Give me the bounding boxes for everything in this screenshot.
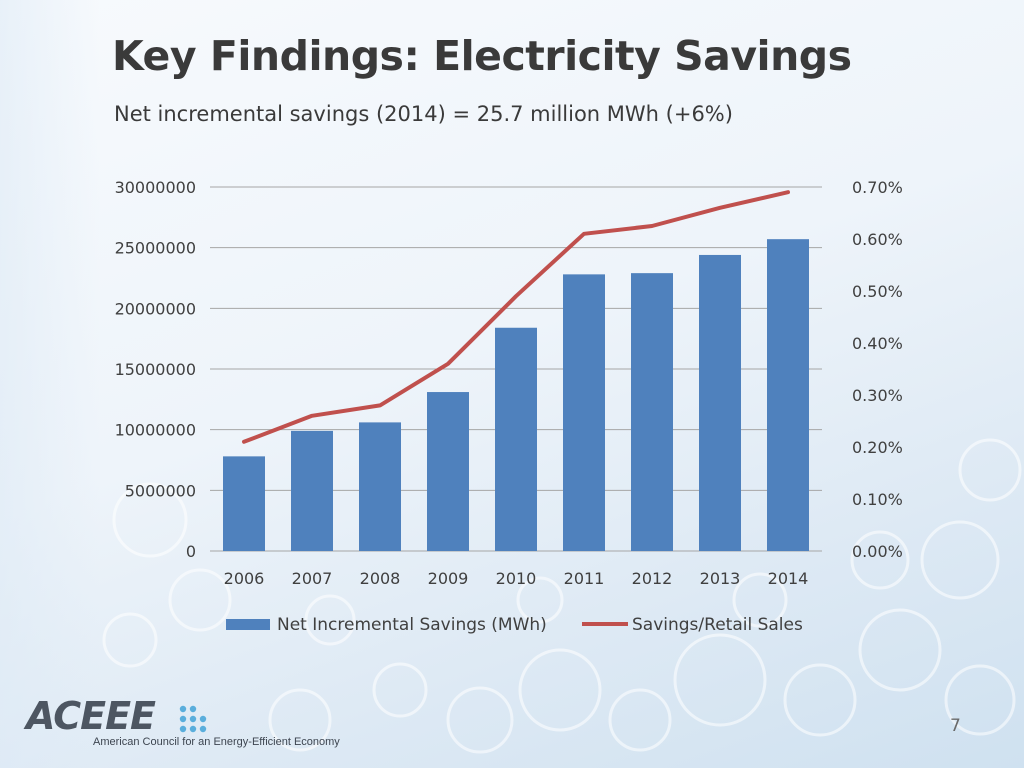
- y-right-tick-label: 0.00%: [852, 542, 903, 561]
- y-right-tick-label: 0.40%: [852, 334, 903, 353]
- legend-label-bar: Net Incremental Savings (MWh): [277, 615, 547, 635]
- bar: [223, 456, 265, 551]
- x-tick-label: 2010: [496, 569, 537, 588]
- logo-dots-icon: [179, 705, 207, 733]
- page-number: 7: [950, 716, 961, 736]
- aceee-logo: ACEEE American Council for an Energy-Eff…: [26, 694, 340, 756]
- bar: [631, 273, 673, 551]
- x-tick-label: 2006: [224, 569, 265, 588]
- y-left-tick-label: 15000000: [115, 360, 196, 379]
- bar: [291, 430, 333, 551]
- y-left-tick-label: 30000000: [115, 178, 196, 197]
- x-tick-label: 2013: [700, 569, 741, 588]
- legend-label-line: Savings/Retail Sales: [632, 615, 803, 635]
- x-tick-label: 2009: [428, 569, 469, 588]
- side-band: [0, 0, 100, 768]
- bar: [699, 254, 741, 552]
- bar: [359, 422, 401, 551]
- y-left-tick-label: 10000000: [115, 421, 196, 440]
- bar: [427, 392, 469, 551]
- x-tick-label: 2012: [632, 569, 673, 588]
- slide-title: Key Findings: Electricity Savings: [112, 32, 852, 80]
- y-right-tick-label: 0.20%: [852, 438, 903, 457]
- y-right-tick-label: 0.70%: [852, 178, 903, 197]
- x-tick-label: 2007: [292, 569, 333, 588]
- y-left-tick-label: 0: [186, 542, 196, 561]
- y-right-tick-label: 0.60%: [852, 230, 903, 249]
- y-left-tick-label: 5000000: [125, 481, 196, 500]
- y-right-tick-label: 0.10%: [852, 490, 903, 509]
- slide-subtitle: Net incremental savings (2014) = 25.7 mi…: [114, 102, 733, 126]
- legend-swatch-bar: [226, 619, 270, 630]
- y-right-tick-label: 0.50%: [852, 282, 903, 301]
- logo-tagline: American Council for an Energy-Efficient…: [93, 736, 340, 748]
- bar: [767, 239, 809, 551]
- bar: [495, 327, 537, 551]
- y-left-tick-label: 20000000: [115, 299, 196, 318]
- bar: [563, 274, 605, 551]
- x-tick-label: 2008: [360, 569, 401, 588]
- y-right-tick-label: 0.30%: [852, 386, 903, 405]
- logo-wordmark: ACEEE: [26, 694, 156, 738]
- x-tick-label: 2014: [768, 569, 809, 588]
- y-left-tick-label: 25000000: [115, 239, 196, 258]
- x-tick-label: 2011: [564, 569, 605, 588]
